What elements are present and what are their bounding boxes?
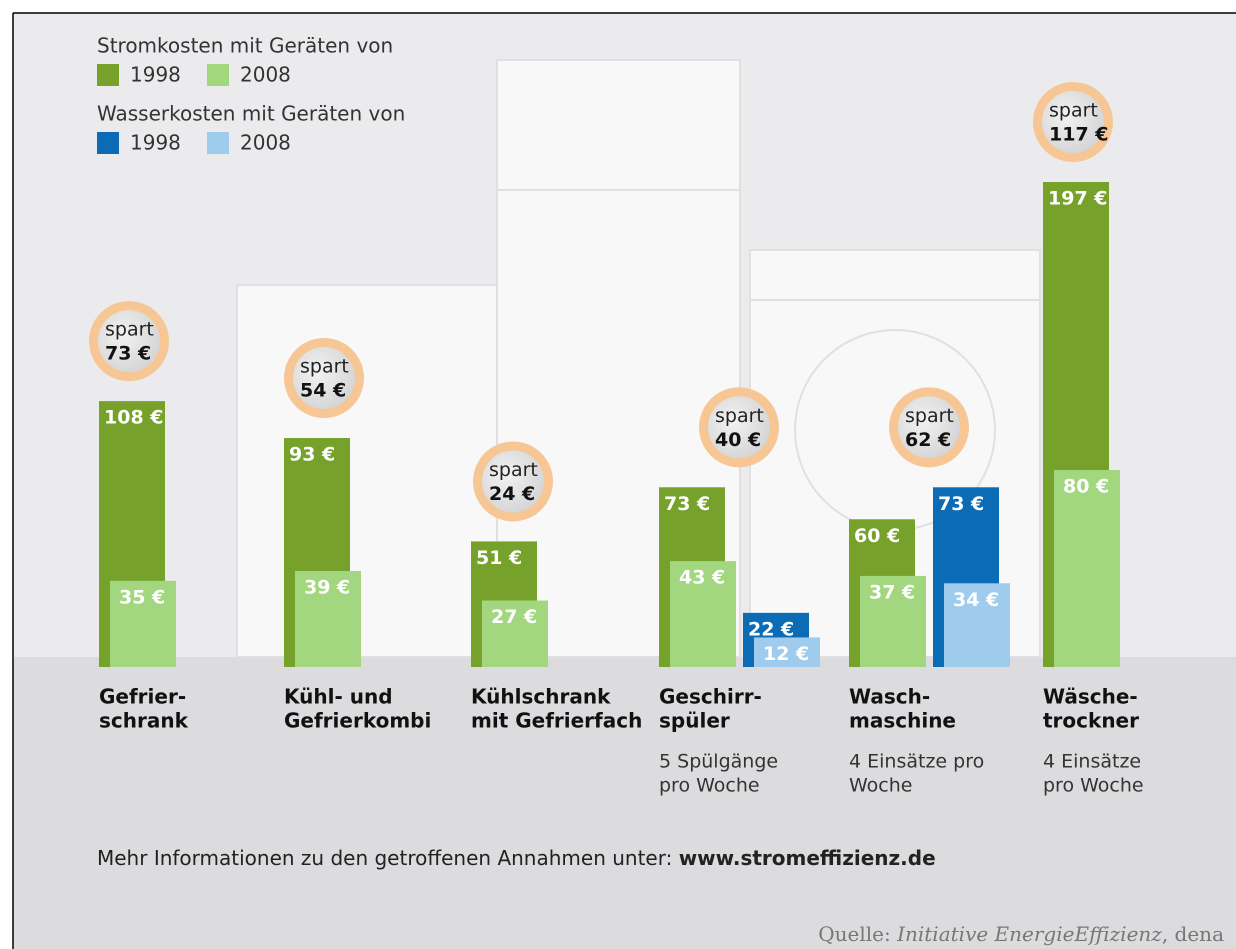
value-label: 51 € bbox=[476, 547, 522, 569]
legend-label: 1998 bbox=[130, 131, 181, 155]
badge-inner bbox=[482, 450, 544, 513]
value-label: 43 € bbox=[679, 567, 725, 589]
value-label: 12 € bbox=[763, 643, 809, 665]
value-label: 73 € bbox=[664, 493, 710, 515]
bar bbox=[295, 570, 361, 667]
category-note: pro Woche bbox=[659, 775, 760, 797]
value-label: 73 € bbox=[938, 493, 984, 515]
category-label: Kühlschrank bbox=[471, 685, 611, 709]
savings-value: 40 € bbox=[715, 429, 761, 451]
value-label: 37 € bbox=[869, 581, 915, 603]
value-label: 93 € bbox=[289, 444, 335, 466]
legend-label: 2008 bbox=[240, 63, 291, 87]
category-label: Gefrierkombi bbox=[284, 709, 431, 733]
savings-label: spart bbox=[105, 319, 154, 341]
badge-inner bbox=[1042, 91, 1104, 153]
value-label: 27 € bbox=[491, 606, 537, 628]
category-label: Gefrier- bbox=[99, 685, 186, 709]
category-note: 5 Spülgänge bbox=[659, 751, 778, 773]
legend-title: Wasserkosten mit Geräten von bbox=[97, 102, 405, 126]
value-label: 108 € bbox=[104, 407, 164, 429]
category-note: 4 Einsätze bbox=[1043, 751, 1141, 773]
value-label: 80 € bbox=[1063, 476, 1109, 498]
category-note: Woche bbox=[849, 775, 912, 797]
legend-swatch bbox=[207, 132, 229, 154]
category-label: Geschirr- bbox=[659, 685, 762, 709]
value-label: 22 € bbox=[748, 618, 794, 640]
category-label: Wasch- bbox=[849, 685, 930, 709]
savings-label: spart bbox=[1049, 100, 1098, 122]
savings-value: 62 € bbox=[905, 429, 951, 451]
bar bbox=[482, 600, 548, 667]
badge-inner bbox=[708, 396, 770, 459]
footer-text: Mehr Informationen zu den getroffenen An… bbox=[97, 846, 679, 870]
category-note: 4 Einsätze pro bbox=[849, 751, 984, 773]
value-label: 60 € bbox=[854, 525, 900, 547]
category-label: schrank bbox=[99, 709, 189, 733]
legend-label: 2008 bbox=[240, 131, 291, 155]
badge-inner bbox=[898, 396, 960, 459]
badge-inner bbox=[98, 310, 160, 373]
savings-value: 24 € bbox=[489, 483, 535, 505]
legend-title: Stromkosten mit Geräten von bbox=[97, 34, 393, 58]
savings-value: 54 € bbox=[300, 380, 346, 402]
value-label: 39 € bbox=[304, 576, 350, 598]
appliance-silhouettes bbox=[236, 59, 1041, 658]
bar bbox=[944, 583, 1010, 667]
bar bbox=[860, 575, 926, 667]
footer-link: www.stromeffizienz.de bbox=[678, 846, 936, 870]
bar bbox=[1054, 470, 1120, 667]
category-note: pro Woche bbox=[1043, 775, 1144, 797]
category-label: Kühl- und bbox=[284, 685, 393, 709]
category-label: maschine bbox=[849, 709, 956, 733]
legend-label: 1998 bbox=[130, 63, 181, 87]
value-label: 35 € bbox=[119, 586, 165, 608]
category-label: Wäsche- bbox=[1043, 685, 1138, 709]
value-label: 197 € bbox=[1048, 188, 1108, 210]
category-label: mit Gefrierfach bbox=[471, 709, 642, 733]
bar bbox=[110, 580, 176, 667]
bar bbox=[670, 561, 736, 667]
category-label: spüler bbox=[659, 709, 730, 733]
legend-swatch bbox=[207, 64, 229, 86]
badge-inner bbox=[293, 347, 355, 410]
savings-label: spart bbox=[489, 459, 538, 481]
source-prefix: Quelle: bbox=[818, 922, 898, 946]
source-org: Initiative EnergieEffizienz bbox=[897, 922, 1162, 946]
source-suffix: , dena bbox=[1161, 922, 1224, 946]
savings-value: 73 € bbox=[105, 343, 151, 365]
savings-label: spart bbox=[300, 356, 349, 378]
savings-label: spart bbox=[715, 405, 764, 427]
legend-swatch bbox=[97, 64, 119, 86]
source: Quelle: Initiative EnergieEffizienz, den… bbox=[818, 922, 1224, 946]
value-label: 34 € bbox=[953, 589, 999, 611]
bar bbox=[754, 637, 820, 667]
savings-value: 117 € bbox=[1049, 124, 1109, 146]
category-label: trockner bbox=[1043, 709, 1139, 733]
background-bottom bbox=[13, 657, 1236, 949]
savings-label: spart bbox=[905, 405, 954, 427]
legend-swatch bbox=[97, 132, 119, 154]
footer: Mehr Informationen zu den getroffenen An… bbox=[97, 846, 936, 870]
